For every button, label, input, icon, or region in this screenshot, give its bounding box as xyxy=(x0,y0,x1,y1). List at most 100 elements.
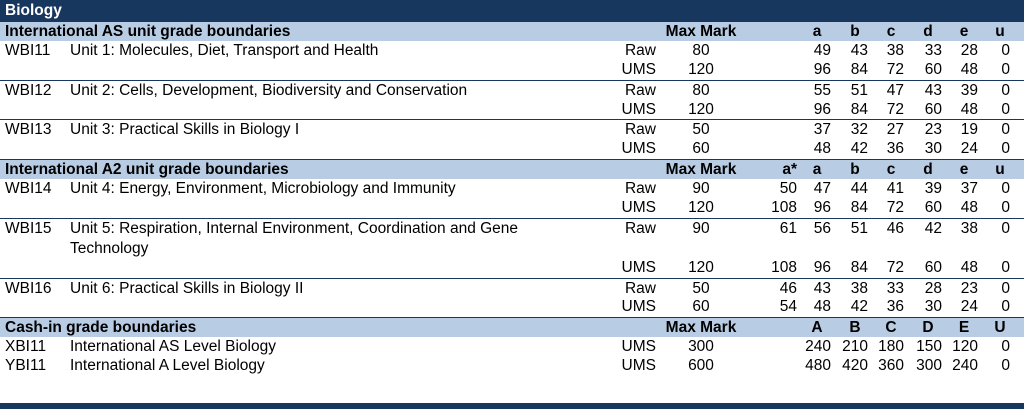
grade-u: 0 xyxy=(1001,121,1010,139)
subject-title: Biology xyxy=(0,0,1024,21)
grade-a: 480 xyxy=(805,357,831,375)
grade-b: 84 xyxy=(850,258,868,276)
max-mark: 120 xyxy=(688,61,714,79)
table-row: UMS 60 48 42 36 30 24 0 xyxy=(0,139,1024,159)
unit-code: WBI15 xyxy=(5,219,52,237)
grade-e: 37 xyxy=(960,179,978,197)
grade-header-e: E xyxy=(958,318,970,336)
grade-a: 96 xyxy=(813,61,831,79)
grade-d: 60 xyxy=(924,199,942,217)
max-mark: 60 xyxy=(692,140,710,158)
grade-header-e: e xyxy=(959,160,969,178)
table-row: YBI11 International A Level Biology UMS … xyxy=(0,356,1024,376)
grade-a: 43 xyxy=(813,279,831,297)
mark-type: UMS xyxy=(621,199,656,217)
grade-u: 0 xyxy=(1001,41,1010,59)
grade-boundary-table: International AS unit grade boundaries M… xyxy=(0,21,1024,376)
mark-type: UMS xyxy=(621,61,656,79)
grade-header-b: b xyxy=(850,160,860,178)
grade-a: 47 xyxy=(813,179,831,197)
grade-b: 420 xyxy=(842,357,868,375)
grade-d: 60 xyxy=(924,258,942,276)
mark-type: Raw xyxy=(624,41,656,59)
grade-b: 42 xyxy=(850,298,868,316)
grade-e: 23 xyxy=(960,279,978,297)
max-mark-header: Max Mark xyxy=(665,160,737,178)
grade-header-c: c xyxy=(886,23,896,40)
grade-u: 0 xyxy=(1001,82,1010,100)
grade-header-u: u xyxy=(995,23,1005,40)
mark-type: Raw xyxy=(624,279,656,297)
grade-b: 51 xyxy=(850,82,868,100)
max-mark: 90 xyxy=(692,219,710,237)
table-row: WBI11 Unit 1: Molecules, Diet, Transport… xyxy=(0,41,1024,61)
grade-c: 360 xyxy=(878,357,904,375)
grade-u: 0 xyxy=(1001,179,1010,197)
grade-c: 180 xyxy=(878,337,904,355)
grade-u: 0 xyxy=(1001,279,1010,297)
unit-title: Unit 1: Molecules, Diet, Transport and H… xyxy=(70,41,379,59)
grade-b: 42 xyxy=(850,140,868,158)
mark-type: UMS xyxy=(621,337,656,355)
max-mark-header: Max Mark xyxy=(665,318,737,336)
grade-u: 0 xyxy=(1001,258,1010,276)
grade-d: 28 xyxy=(924,279,942,297)
grade-astar: 61 xyxy=(779,219,797,237)
qualification-code: YBI11 xyxy=(5,357,47,375)
grade-d: 23 xyxy=(924,121,942,139)
grade-a: 96 xyxy=(813,258,831,276)
grade-header-astar: a* xyxy=(782,160,797,178)
grade-a: 55 xyxy=(813,82,831,100)
grade-c: 27 xyxy=(886,121,904,139)
table-row: XBI11 International AS Level Biology UMS… xyxy=(0,337,1024,357)
grade-b: 32 xyxy=(850,121,868,139)
grade-c: 41 xyxy=(886,179,904,197)
qualification-title: International A Level Biology xyxy=(70,357,265,375)
section-heading: International A2 unit grade boundaries xyxy=(5,160,289,178)
max-mark: 50 xyxy=(692,279,710,297)
grade-c: 47 xyxy=(886,82,904,100)
grade-header-b: B xyxy=(849,318,861,336)
max-mark: 50 xyxy=(692,121,710,139)
grade-d: 30 xyxy=(924,298,942,316)
unit-code: WBI11 xyxy=(5,41,51,59)
grade-e: 48 xyxy=(960,61,978,79)
grade-a: 96 xyxy=(813,100,831,118)
cashin-section-header: Cash-in grade boundaries Max Mark A B C … xyxy=(0,316,1024,337)
unit-title: Unit 5: Respiration, Internal Environmen… xyxy=(70,219,519,257)
grade-e: 48 xyxy=(960,258,978,276)
grade-c: 72 xyxy=(886,199,904,217)
grade-c: 72 xyxy=(886,61,904,79)
grade-u: 0 xyxy=(1001,337,1010,355)
grade-d: 33 xyxy=(924,41,942,59)
unit-title: Unit 3: Practical Skills in Biology I xyxy=(70,121,300,139)
grade-d: 300 xyxy=(916,357,942,375)
grade-c: 36 xyxy=(886,298,904,316)
mark-type: UMS xyxy=(621,100,656,118)
section-heading: International AS unit grade boundaries xyxy=(5,23,291,40)
grade-u: 0 xyxy=(1001,100,1010,118)
a2-section-header: International A2 unit grade boundaries M… xyxy=(0,158,1024,179)
mark-type: UMS xyxy=(621,357,656,375)
grade-a: 37 xyxy=(813,121,831,139)
unit-code: WBI12 xyxy=(5,82,52,100)
grade-d: 39 xyxy=(924,179,942,197)
max-mark: 300 xyxy=(688,337,714,355)
grade-d: 30 xyxy=(924,140,942,158)
grade-e: 24 xyxy=(960,298,978,316)
unit-code: WBI14 xyxy=(5,179,52,197)
grade-c: 72 xyxy=(886,100,904,118)
grade-d: 42 xyxy=(924,219,942,237)
grade-c: 33 xyxy=(886,279,904,297)
grade-c: 38 xyxy=(886,41,904,59)
grade-e: 120 xyxy=(952,337,978,355)
grade-e: 48 xyxy=(960,100,978,118)
unit-code: WBI16 xyxy=(5,279,52,297)
grade-header-a: A xyxy=(811,318,823,336)
mark-type: Raw xyxy=(624,82,656,100)
mark-type: Raw xyxy=(624,179,656,197)
unit-title: Unit 4: Energy, Environment, Microbiolog… xyxy=(70,179,456,197)
grade-header-c: C xyxy=(885,318,897,336)
grade-u: 0 xyxy=(1001,298,1010,316)
